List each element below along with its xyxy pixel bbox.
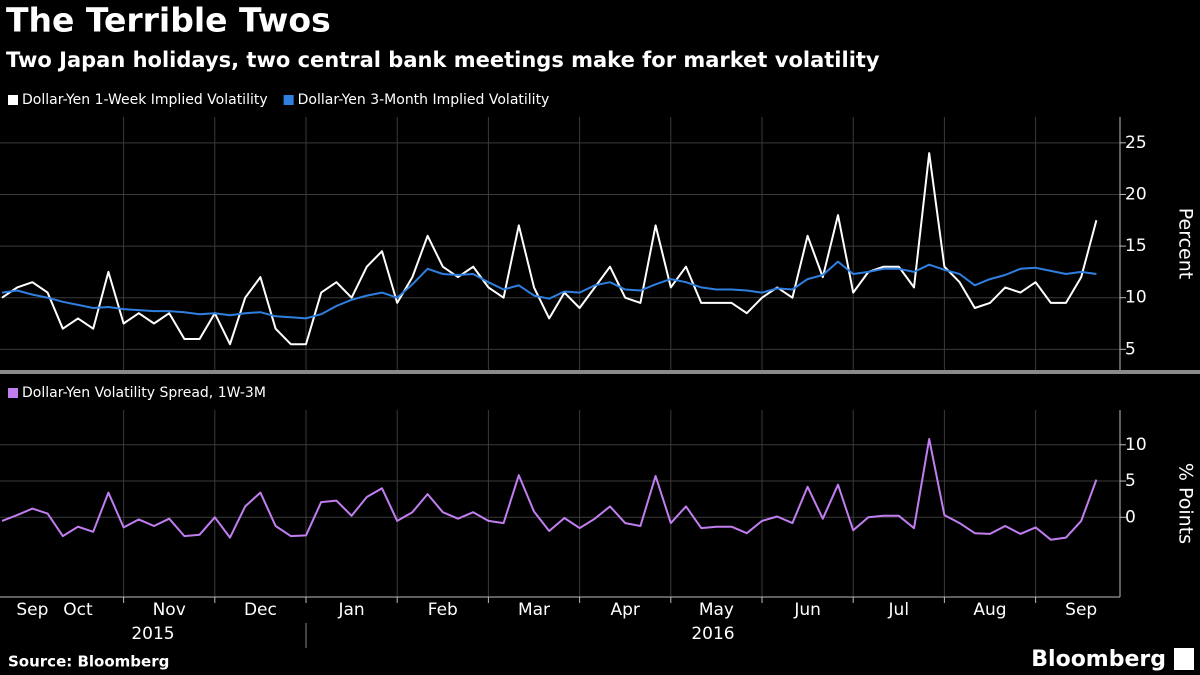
legend-label: Dollar-Yen 3-Month Implied Volatility xyxy=(298,92,550,108)
y-tick-label: 20 xyxy=(1125,184,1147,204)
chart-title: The Terrible Twos xyxy=(6,1,331,40)
x-tick-label: Jun xyxy=(793,600,821,620)
brand-icon xyxy=(1174,648,1194,670)
x-tick-label: Nov xyxy=(153,600,186,620)
series-line xyxy=(1,438,1098,541)
x-tick-label: Dec xyxy=(244,600,277,620)
legend-label: Dollar-Yen Volatility Spread, 1W-3M xyxy=(22,385,266,401)
x-tick-label: Apr xyxy=(610,600,639,620)
legend-swatch xyxy=(283,95,294,105)
x-tick-label: Sep xyxy=(1065,600,1097,620)
y-tick-label: 5 xyxy=(1125,471,1136,491)
y-tick-label: 25 xyxy=(1125,133,1147,153)
y-axis-label: % Points xyxy=(1175,463,1197,544)
series-line xyxy=(1,152,1098,346)
x-group-label: 2015 xyxy=(131,624,174,644)
x-tick-label: Jan xyxy=(337,600,364,620)
legend-label: Dollar-Yen 1-Week Implied Volatility xyxy=(22,92,268,108)
y-tick-label: 15 xyxy=(1125,236,1147,256)
x-tick-label: Feb xyxy=(428,600,458,620)
y-tick-label: 10 xyxy=(1125,288,1147,308)
x-tick-label: Jul xyxy=(888,600,910,620)
y-tick-label: 0 xyxy=(1125,507,1136,527)
series-line xyxy=(1,260,1097,320)
brand: Bloomberg xyxy=(1031,647,1166,672)
chart-subtitle: Two Japan holidays, two central bank mee… xyxy=(6,48,880,72)
y-tick-label: 10 xyxy=(1125,435,1147,455)
x-tick-label: May xyxy=(699,600,734,620)
x-tick-label: Mar xyxy=(518,600,550,620)
x-group-label: 2016 xyxy=(691,624,734,644)
source: Source: Bloomberg xyxy=(8,653,169,671)
x-tick-label: Sep xyxy=(16,600,48,620)
legend-swatch xyxy=(8,388,18,398)
panel-divider xyxy=(0,370,1200,374)
legend-swatch xyxy=(8,95,18,105)
y-tick-label: 5 xyxy=(1125,339,1136,359)
y-axis-label: Percent xyxy=(1175,208,1197,280)
x-tick-label: Aug xyxy=(973,600,1006,620)
x-tick-label: Oct xyxy=(63,600,93,620)
